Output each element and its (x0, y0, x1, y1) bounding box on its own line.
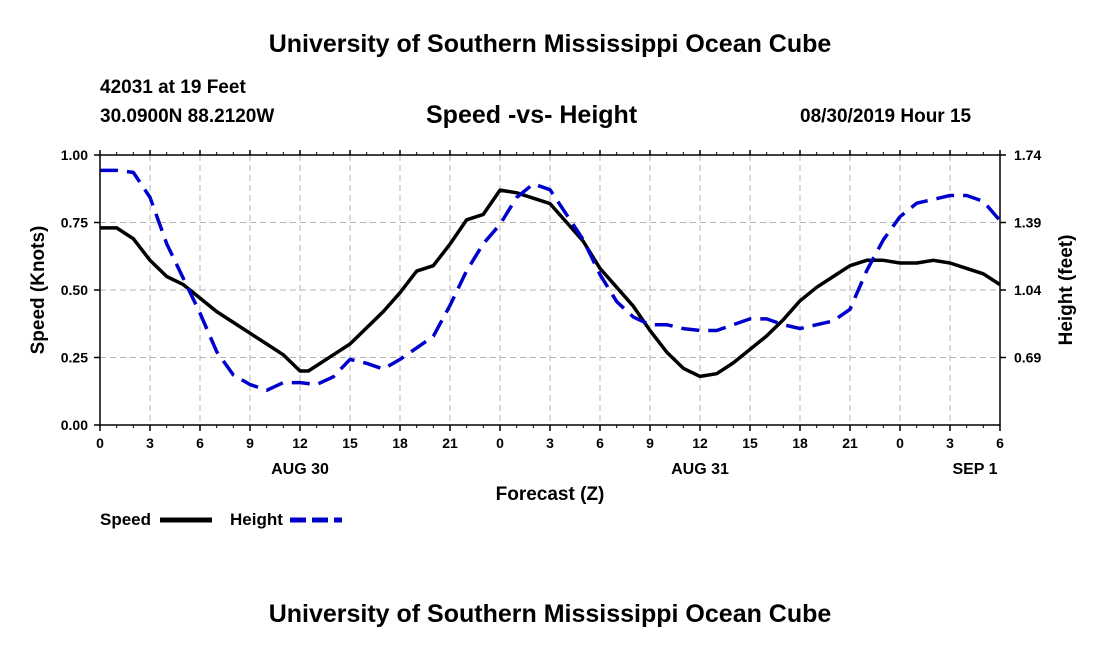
x-tick-label: 18 (392, 435, 408, 451)
speed-series-line (100, 188, 1001, 379)
x-tick-label: 6 (196, 435, 204, 451)
x-tick-label: 3 (146, 435, 154, 451)
plot-title: Speed -vs- Height (426, 101, 638, 129)
y-axis-label: Speed (Knots) (28, 226, 49, 355)
x-tick-label: 9 (246, 435, 254, 451)
y-tick-label: 0.75 (61, 215, 88, 231)
station-label: 42031 at 19 Feet (100, 77, 246, 98)
legend: Speed Height (100, 510, 342, 529)
axis-ticks: 0 3 6 9 12 15 18 21 0 3 6 9 12 15 18 21 0 3 6 AUG 30 AUG 31 S… (61, 147, 1042, 478)
x-tick-label: 6 (996, 435, 1004, 451)
x-axis-label: Forecast (Z) (496, 484, 605, 505)
chart-main-title: University of Southern Mississippi Ocean… (268, 30, 832, 58)
footer-title: University of Southern Mississippi Ocean… (268, 600, 832, 628)
y2-axis-label: Height (feet) (1056, 235, 1077, 346)
y2-tick-label: 1.74 (1014, 147, 1041, 163)
y2-tick-label: 1.04 (1014, 282, 1041, 298)
x-tick-label: 3 (546, 435, 554, 451)
x-tick-label: 18 (792, 435, 808, 451)
x-tick-label: 12 (692, 435, 708, 451)
legend-height-label: Height (230, 510, 283, 529)
x-tick-label: 0 (496, 435, 504, 451)
y2-tick-label: 0.69 (1014, 350, 1041, 366)
y-tick-label: 0.25 (61, 350, 88, 366)
x-tick-label: 6 (596, 435, 604, 451)
x-tick-label: 21 (442, 435, 458, 451)
x-tick-label: 0 (96, 435, 104, 451)
x-tick-label: 21 (842, 435, 858, 451)
y-tick-label: 0.00 (61, 417, 88, 433)
x-tick-label: 15 (342, 435, 358, 451)
x-tick-label: 12 (292, 435, 308, 451)
date-label: AUG 31 (671, 461, 729, 478)
x-tick-label: 15 (742, 435, 758, 451)
y-tick-label: 0.50 (61, 282, 88, 298)
y2-tick-label: 1.39 (1014, 215, 1041, 231)
x-tick-label: 3 (946, 435, 954, 451)
series-layer (100, 168, 1002, 393)
height-series-line (100, 168, 1002, 393)
date-label: SEP 1 (952, 461, 997, 478)
legend-speed-label: Speed (100, 510, 151, 529)
x-tick-label: 9 (646, 435, 654, 451)
forecast-datetime: 08/30/2019 Hour 15 (800, 106, 972, 127)
y-tick-label: 1.00 (61, 147, 88, 163)
coordinates-label: 30.0900N 88.2120W (100, 106, 275, 127)
x-tick-label: 0 (896, 435, 904, 451)
grid (100, 155, 1000, 425)
date-label: AUG 30 (271, 461, 329, 478)
